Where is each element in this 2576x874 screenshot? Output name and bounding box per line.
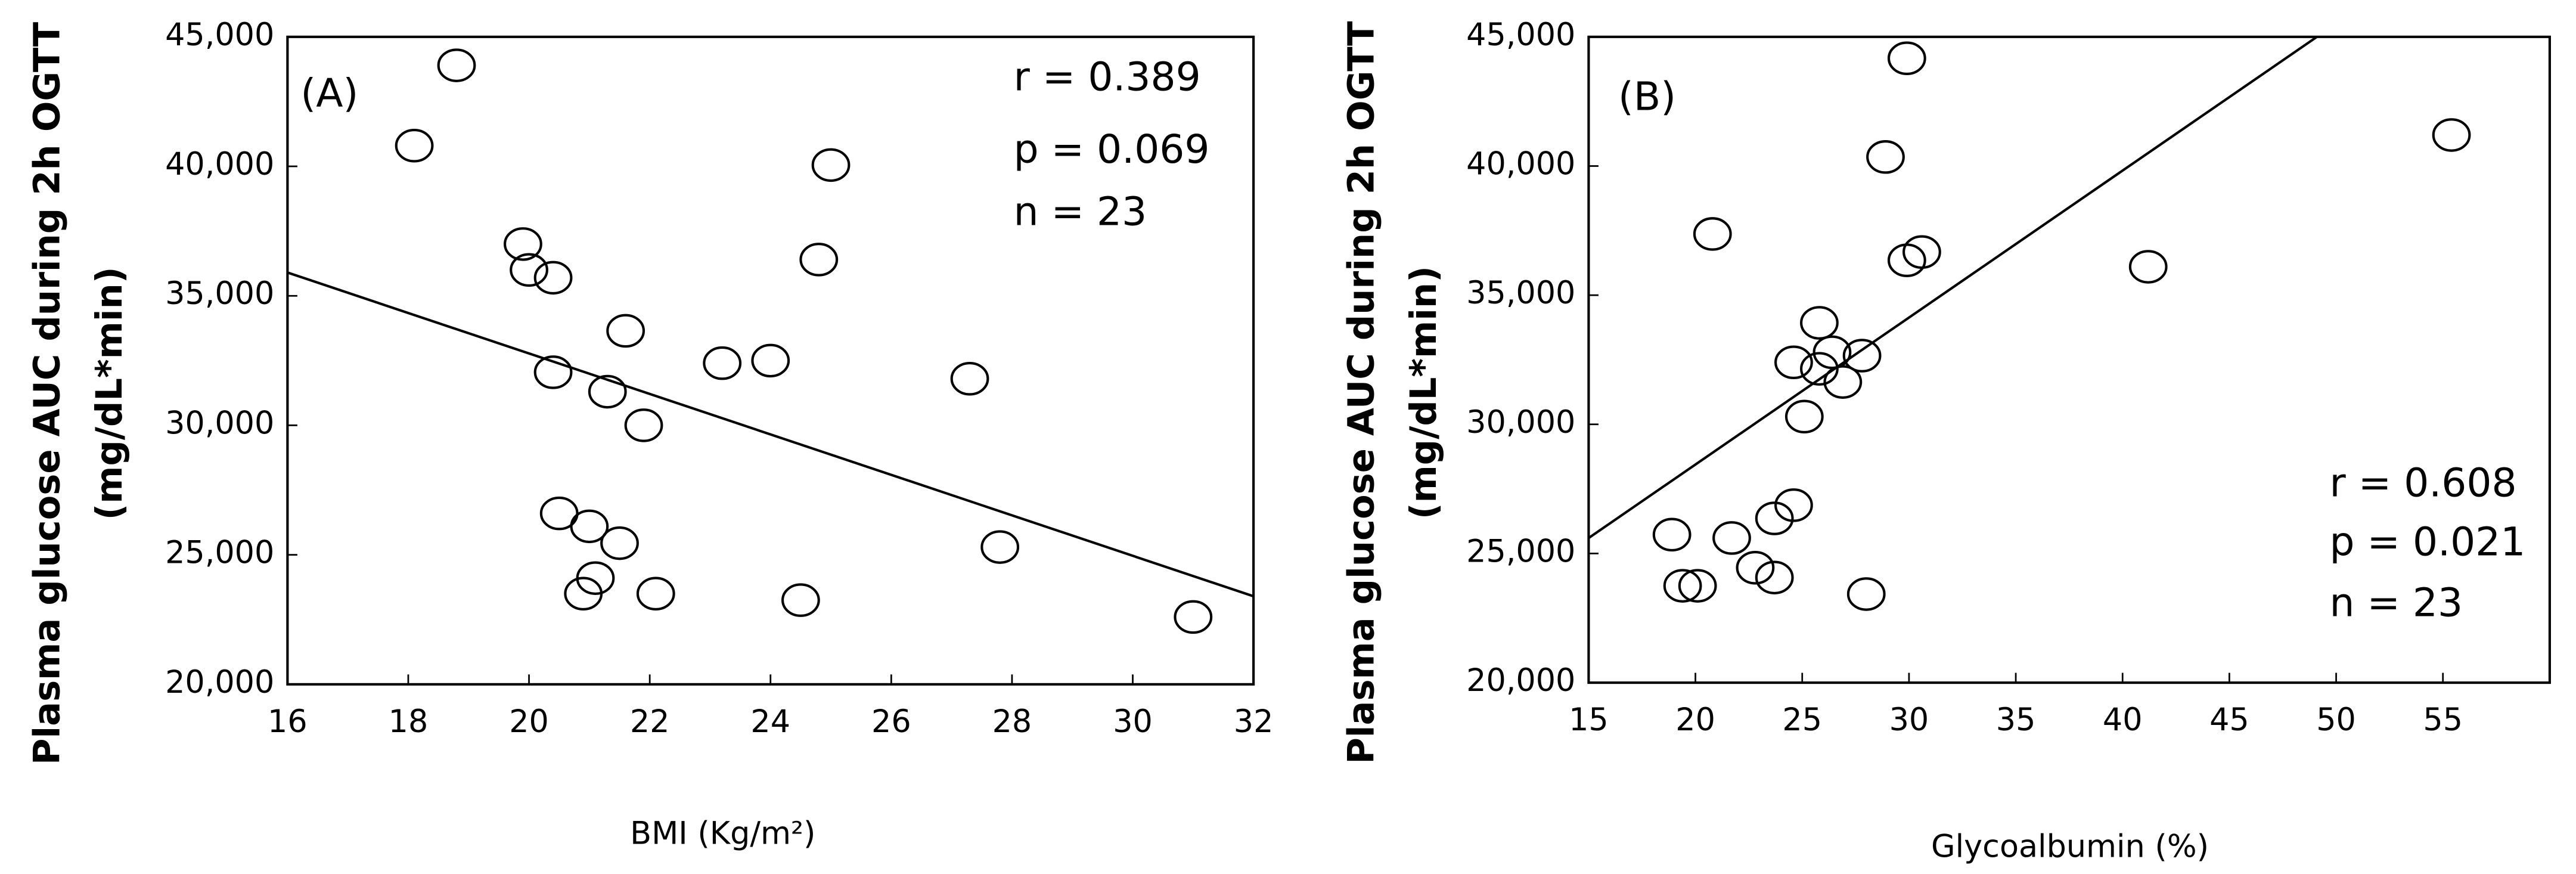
data-point: [624, 408, 663, 442]
x-axis-label: Glycoalbumin (%): [1931, 828, 2209, 864]
data-point: [1823, 365, 1863, 399]
y-tick-label: 30,000: [165, 405, 274, 441]
data-point: [1663, 569, 1702, 603]
data-point: [1174, 600, 1213, 634]
x-tick-label: 20: [509, 703, 549, 740]
data-point: [600, 526, 639, 560]
trend-line: [287, 271, 1254, 598]
data-point: [1678, 569, 1717, 603]
data-point: [1712, 521, 1751, 555]
data-point: [1652, 517, 1692, 552]
y-tick-label: 45,000: [165, 17, 274, 53]
x-tick-label: 18: [389, 703, 429, 740]
x-tick-label: 30: [1113, 703, 1153, 740]
data-point: [1902, 235, 1941, 269]
stat-annotation: n = 23: [1014, 189, 1147, 235]
trend-line: [1588, 36, 2318, 540]
data-point: [1800, 306, 1839, 340]
y-tick-label: 35,000: [165, 275, 274, 312]
y-axis-label: Plasma glucose AUC during 2h OGTT: [1340, 21, 1382, 764]
x-tick-label: 40: [2103, 702, 2143, 738]
y-tick-label: 20,000: [1466, 662, 1575, 699]
data-point: [980, 530, 1020, 564]
data-point: [2128, 250, 2168, 284]
y-axis-label: (mg/dL*min): [89, 266, 131, 520]
stat-annotation: p = 0.069: [1014, 126, 1210, 172]
x-tick-label: 32: [1234, 703, 1274, 740]
data-point: [1736, 551, 1775, 585]
x-tick-label: 25: [1782, 702, 1822, 738]
data-point: [636, 577, 675, 611]
data-point: [1842, 339, 1882, 373]
data-point: [504, 227, 542, 261]
x-tick-label: 55: [2423, 702, 2463, 738]
data-point: [1774, 488, 1813, 522]
x-tick-label: 30: [1889, 702, 1929, 738]
stat-annotation: r = 0.608: [2330, 460, 2517, 506]
panel-label: (B): [1618, 74, 1676, 120]
data-point: [1755, 501, 1794, 535]
y-tick-label: 25,000: [165, 535, 274, 571]
data-point: [1774, 345, 1813, 380]
stat-annotation: p = 0.021: [2330, 519, 2526, 565]
x-tick-label: 35: [1996, 702, 2036, 738]
x-tick-label: 20: [1675, 702, 1715, 738]
y-tick-label: 45,000: [1466, 17, 1575, 53]
data-point: [781, 583, 820, 617]
x-tick-label: 45: [2209, 702, 2249, 738]
data-point: [606, 314, 645, 348]
data-point: [811, 148, 851, 182]
data-point: [395, 129, 434, 163]
y-tick-label: 25,000: [1466, 533, 1575, 569]
y-tick-label: 20,000: [165, 664, 274, 701]
data-point: [1755, 560, 1794, 594]
data-point: [1846, 577, 1886, 611]
plot-frame: [1587, 35, 2551, 684]
data-point: [1693, 217, 1732, 251]
data-point: [1800, 352, 1839, 386]
panel-label: (A): [300, 70, 358, 116]
data-point: [564, 577, 603, 611]
data-point: [799, 243, 839, 277]
y-axis-label: (mg/dL*min): [1403, 266, 1445, 519]
x-tick-label: 24: [750, 703, 790, 740]
x-tick-label: 22: [630, 703, 670, 740]
data-point: [588, 374, 627, 409]
data-point: [510, 253, 548, 287]
y-tick-label: 40,000: [165, 146, 274, 182]
data-point: [703, 346, 742, 380]
y-axis-label: Plasma glucose AUC during 2h OGTT: [26, 21, 68, 765]
stat-annotation: n = 23: [2330, 580, 2463, 626]
x-tick-label: 16: [268, 703, 308, 740]
x-tick-label: 28: [992, 703, 1032, 740]
data-point: [533, 355, 573, 389]
data-point: [1812, 335, 1852, 370]
data-point: [1887, 41, 1926, 76]
data-point: [533, 261, 573, 295]
y-tick-label: 35,000: [1466, 275, 1575, 311]
x-tick-label: 50: [2316, 702, 2356, 738]
y-tick-label: 30,000: [1466, 404, 1575, 441]
data-point: [2432, 118, 2471, 152]
y-tick-label: 40,000: [1466, 145, 1575, 182]
data-point: [437, 48, 476, 82]
stat-annotation: r = 0.389: [1014, 54, 1201, 100]
x-axis-label: BMI (Kg/m²): [630, 815, 815, 851]
data-point: [950, 361, 989, 396]
data-point: [751, 343, 790, 378]
data-point: [1866, 140, 1905, 174]
x-tick-label: 26: [871, 703, 911, 740]
data-point: [570, 509, 609, 544]
data-point: [1784, 399, 1824, 434]
x-tick-label: 15: [1569, 702, 1609, 738]
